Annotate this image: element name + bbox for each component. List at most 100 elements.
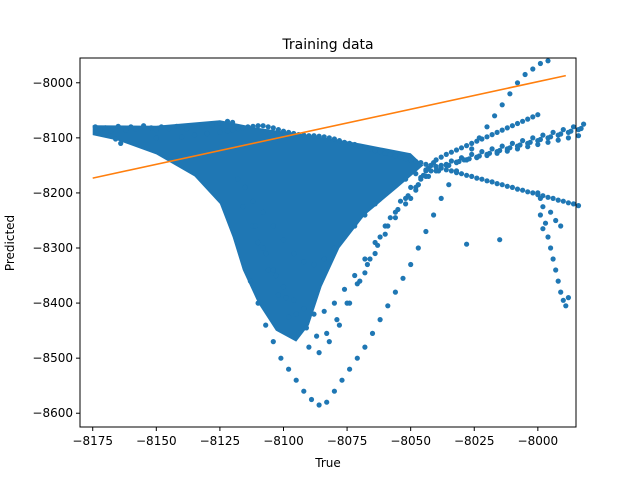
scatter-point	[560, 297, 566, 303]
scatter-point	[509, 184, 515, 190]
scatter-point	[301, 306, 307, 312]
scatter-point	[537, 212, 544, 218]
scatter-point	[204, 130, 210, 137]
scatter-point	[263, 250, 269, 257]
scatter-point	[240, 125, 246, 131]
scatter-point	[537, 136, 544, 143]
scatter-point	[296, 330, 302, 336]
scatter-point	[413, 187, 419, 193]
scatter-point	[250, 123, 256, 129]
scatter-point	[464, 172, 470, 178]
scatter-point	[191, 122, 198, 128]
scatter-point	[235, 176, 241, 182]
scatter-point	[494, 181, 500, 187]
scatter-point	[230, 127, 236, 133]
scatter-point	[347, 140, 353, 146]
scatter-point	[525, 116, 531, 122]
scatter-point	[453, 147, 460, 153]
scatter-point	[469, 140, 475, 146]
y-axis-ticks: −8600 −8500 −8400 −8300 −8200 −8100 −8000	[32, 76, 80, 420]
scatter-point	[385, 303, 391, 309]
scatter-point	[387, 151, 393, 157]
scatter-point	[286, 366, 292, 372]
scatter-point	[484, 124, 490, 130]
scatter-point	[438, 162, 444, 168]
scatter-point	[558, 223, 564, 229]
scatter-point	[153, 135, 159, 141]
scatter-point	[331, 136, 337, 142]
scatter-point	[260, 209, 266, 215]
y-tick-label: −8100	[32, 131, 73, 145]
y-axis-label: Predicted	[3, 215, 17, 271]
scatter-point	[255, 300, 261, 306]
scatter-point	[115, 123, 121, 129]
y-tick-label: −8000	[32, 76, 73, 90]
scatter-point	[565, 295, 572, 301]
scatter-point	[382, 150, 388, 156]
scatter-point	[418, 176, 424, 182]
scatter-point	[352, 223, 358, 229]
scatter-point	[270, 125, 276, 131]
scatter-point	[575, 203, 582, 209]
scatter-point	[530, 66, 536, 72]
scatter-point	[191, 132, 198, 138]
scatter-point	[118, 140, 124, 146]
scatter-point	[341, 286, 348, 292]
scatter-point	[166, 125, 172, 132]
scatter-point	[354, 355, 360, 361]
scatter-point	[128, 124, 134, 130]
fit-line-segment	[92, 74, 566, 179]
scatter-point	[456, 158, 462, 165]
x-axis-label: True	[314, 456, 341, 470]
plot-frame	[79, 57, 577, 428]
scatter-point	[352, 141, 358, 148]
scatter-point	[520, 138, 526, 144]
scatter-point	[553, 267, 559, 273]
scatter-point	[382, 190, 388, 196]
scatter-point	[141, 123, 147, 129]
y-tick-label: −8200	[32, 186, 73, 200]
scatter-point	[224, 128, 231, 134]
scatter-point	[489, 146, 495, 152]
scatter-point	[548, 209, 554, 215]
x-axis-ticks: −8175 −8150 −8125 −8100 −8075 −8050 −8025 −8000	[72, 427, 558, 448]
scatter-point	[273, 272, 279, 279]
scatter-point	[235, 125, 241, 132]
scatter-point	[545, 194, 551, 200]
scatter-point	[522, 71, 528, 78]
scatter-point	[324, 330, 330, 336]
scatter-point	[535, 190, 541, 196]
scatter-point	[331, 245, 337, 251]
scatter-point	[509, 123, 515, 129]
scatter-point	[545, 139, 551, 145]
scatter-point	[334, 317, 340, 323]
scatter-point	[372, 201, 378, 207]
scatter-point	[448, 158, 454, 164]
scatter-point	[425, 173, 432, 179]
scatter-point	[336, 322, 342, 328]
scatter-point	[357, 278, 363, 284]
scatter-point	[548, 134, 554, 140]
scatter-point	[560, 198, 566, 204]
scatter-point	[397, 154, 404, 160]
scatter-point	[560, 127, 566, 133]
scatter-point	[403, 176, 409, 182]
scatter-point	[240, 204, 246, 210]
scatter-point	[499, 127, 505, 133]
scatter-point	[179, 134, 185, 140]
scatter-point	[453, 168, 460, 174]
scatter-point	[413, 171, 419, 177]
scatter-point	[499, 143, 505, 149]
scatter-points	[92, 58, 587, 408]
scatter-point	[476, 153, 482, 159]
scatter-point	[314, 333, 320, 339]
scatter-point	[280, 128, 287, 134]
x-tick-label: −8000	[518, 434, 559, 448]
scatter-point	[535, 141, 541, 148]
scatter-point	[540, 132, 546, 138]
scatter-point	[438, 154, 444, 160]
scatter-point	[464, 241, 470, 247]
y-tick-label: −8500	[32, 351, 73, 365]
scatter-point	[550, 195, 556, 201]
scatter-point	[362, 256, 368, 262]
